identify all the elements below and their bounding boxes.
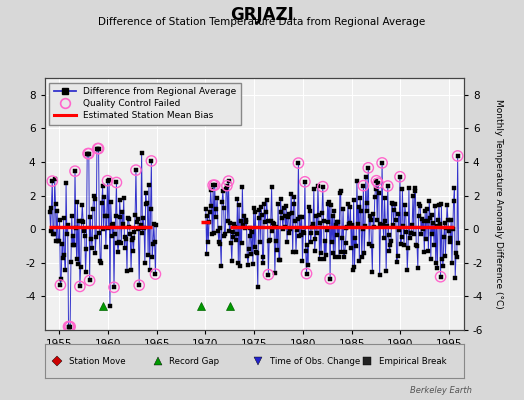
Point	[103, 178, 112, 184]
Text: Record Gap: Record Gap	[169, 356, 220, 366]
Point	[75, 283, 84, 290]
Point	[85, 277, 94, 284]
Text: GRJAZI: GRJAZI	[230, 6, 294, 24]
Point	[224, 178, 233, 184]
Point	[110, 284, 118, 290]
Point	[151, 271, 160, 277]
Text: Time of Obs. Change: Time of Obs. Change	[270, 356, 361, 366]
Point	[326, 276, 334, 282]
Point	[453, 153, 462, 159]
Point	[48, 178, 57, 184]
Point	[84, 150, 92, 157]
Point	[132, 167, 140, 173]
Point	[112, 179, 121, 186]
Y-axis label: Monthly Temperature Anomaly Difference (°C): Monthly Temperature Anomaly Difference (…	[494, 99, 503, 309]
Point	[209, 182, 217, 188]
Point	[264, 272, 272, 278]
Point	[374, 180, 382, 186]
Point	[135, 282, 144, 288]
Point	[302, 270, 311, 277]
Point	[378, 160, 386, 166]
Text: Empirical Break: Empirical Break	[379, 356, 446, 366]
Point	[372, 178, 380, 184]
Point	[436, 274, 445, 280]
Point	[84, 150, 93, 157]
Point	[147, 158, 156, 164]
Point	[396, 174, 404, 180]
Point	[56, 282, 64, 288]
Point	[65, 324, 73, 330]
Text: Berkeley Earth: Berkeley Earth	[410, 386, 472, 395]
Point	[223, 182, 231, 189]
Point	[319, 184, 327, 190]
Point	[301, 179, 309, 185]
Point	[71, 168, 79, 174]
Point	[94, 145, 103, 152]
Point	[211, 182, 219, 188]
Text: Station Move: Station Move	[69, 356, 125, 366]
Legend: Difference from Regional Average, Quality Control Failed, Estimated Station Mean: Difference from Regional Average, Qualit…	[49, 82, 241, 125]
Text: Difference of Station Temperature Data from Regional Average: Difference of Station Temperature Data f…	[99, 17, 425, 27]
Point	[66, 324, 74, 330]
Point	[384, 183, 392, 189]
Point	[64, 324, 73, 330]
Point	[364, 165, 373, 171]
Point	[359, 182, 368, 189]
Point	[94, 145, 102, 152]
Point	[294, 160, 302, 166]
